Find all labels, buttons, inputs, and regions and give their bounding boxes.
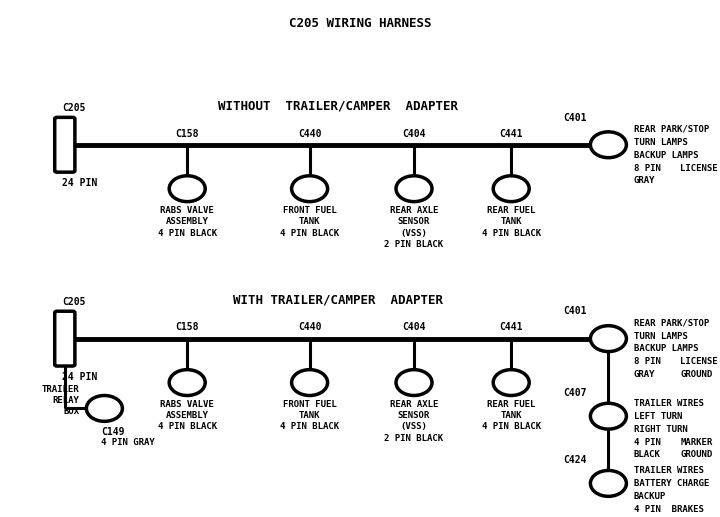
Text: C440: C440 <box>298 129 321 139</box>
Text: C158: C158 <box>176 323 199 332</box>
Text: C407: C407 <box>563 388 587 398</box>
Text: TRAILER WIRES: TRAILER WIRES <box>634 399 703 408</box>
Text: FRONT FUEL: FRONT FUEL <box>283 400 336 408</box>
Circle shape <box>396 370 432 396</box>
Circle shape <box>590 470 626 496</box>
Text: BACKUP LAMPS: BACKUP LAMPS <box>634 150 698 160</box>
Text: BATTERY CHARGE: BATTERY CHARGE <box>634 479 709 488</box>
Text: RABS VALVE: RABS VALVE <box>161 400 214 408</box>
Text: LEFT TURN: LEFT TURN <box>634 412 682 421</box>
Text: GROUND: GROUND <box>680 370 713 379</box>
Text: 4 PIN BLACK: 4 PIN BLACK <box>482 229 541 237</box>
Text: REAR PARK/STOP: REAR PARK/STOP <box>634 125 709 134</box>
Text: TRAILER
RELAY
BOX: TRAILER RELAY BOX <box>42 385 79 416</box>
Text: C441: C441 <box>500 129 523 139</box>
Text: GRAY: GRAY <box>634 370 655 379</box>
Text: ASSEMBLY: ASSEMBLY <box>166 411 209 420</box>
Text: BLACK: BLACK <box>634 450 660 460</box>
Text: C441: C441 <box>500 323 523 332</box>
Text: 2 PIN BLACK: 2 PIN BLACK <box>384 240 444 249</box>
Circle shape <box>169 370 205 396</box>
Text: RABS VALVE: RABS VALVE <box>161 206 214 215</box>
Text: RIGHT TURN: RIGHT TURN <box>634 424 688 434</box>
Circle shape <box>590 326 626 352</box>
Text: SENSOR: SENSOR <box>398 217 430 226</box>
Text: REAR AXLE: REAR AXLE <box>390 400 438 408</box>
Text: REAR FUEL: REAR FUEL <box>487 400 536 408</box>
Text: WITH TRAILER/CAMPER  ADAPTER: WITH TRAILER/CAMPER ADAPTER <box>233 293 444 307</box>
Circle shape <box>292 370 328 396</box>
Text: TANK: TANK <box>299 411 320 420</box>
Text: 24 PIN: 24 PIN <box>62 372 97 382</box>
Text: C404: C404 <box>402 323 426 332</box>
Text: (VSS): (VSS) <box>400 229 428 237</box>
Text: ASSEMBLY: ASSEMBLY <box>166 217 209 226</box>
Text: 8 PIN: 8 PIN <box>634 357 660 367</box>
Text: 4 PIN: 4 PIN <box>634 437 660 447</box>
Text: 4 PIN GRAY: 4 PIN GRAY <box>101 438 155 447</box>
Text: TANK: TANK <box>500 411 522 420</box>
Text: LICENSE LAMPS: LICENSE LAMPS <box>680 163 720 173</box>
Text: REAR FUEL: REAR FUEL <box>487 206 536 215</box>
Circle shape <box>396 176 432 202</box>
Text: 4 PIN  BRAKES: 4 PIN BRAKES <box>634 505 703 514</box>
Circle shape <box>292 176 328 202</box>
FancyBboxPatch shape <box>55 117 75 172</box>
Text: 8 PIN: 8 PIN <box>634 163 660 173</box>
Text: C404: C404 <box>402 129 426 139</box>
Text: C205: C205 <box>62 103 86 113</box>
Text: 4 PIN BLACK: 4 PIN BLACK <box>482 422 541 431</box>
Text: TURN LAMPS: TURN LAMPS <box>634 138 688 147</box>
Text: REAR AXLE: REAR AXLE <box>390 206 438 215</box>
Text: TANK: TANK <box>299 217 320 226</box>
Text: BACKUP: BACKUP <box>634 492 666 501</box>
Text: GRAY: GRAY <box>634 176 655 186</box>
Text: 2 PIN BLACK: 2 PIN BLACK <box>384 434 444 443</box>
Text: C205: C205 <box>62 297 86 307</box>
Text: LICENSE LAMPS: LICENSE LAMPS <box>680 357 720 367</box>
Text: 24 PIN: 24 PIN <box>62 178 97 188</box>
Text: C440: C440 <box>298 323 321 332</box>
Text: C401: C401 <box>563 113 587 123</box>
Text: REAR PARK/STOP: REAR PARK/STOP <box>634 318 709 328</box>
Text: SENSOR: SENSOR <box>398 411 430 420</box>
Text: GROUND: GROUND <box>680 450 713 460</box>
Circle shape <box>169 176 205 202</box>
Circle shape <box>590 403 626 429</box>
Text: 4 PIN BLACK: 4 PIN BLACK <box>280 229 339 237</box>
Text: WITHOUT  TRAILER/CAMPER  ADAPTER: WITHOUT TRAILER/CAMPER ADAPTER <box>218 99 459 113</box>
Text: 4 PIN BLACK: 4 PIN BLACK <box>158 229 217 237</box>
Text: C401: C401 <box>563 307 587 316</box>
FancyBboxPatch shape <box>55 311 75 366</box>
Text: (VSS): (VSS) <box>400 422 428 431</box>
Circle shape <box>493 176 529 202</box>
Text: 4 PIN BLACK: 4 PIN BLACK <box>280 422 339 431</box>
Text: C158: C158 <box>176 129 199 139</box>
Text: 4 PIN BLACK: 4 PIN BLACK <box>158 422 217 431</box>
Text: TANK: TANK <box>500 217 522 226</box>
Circle shape <box>590 132 626 158</box>
Text: TRAILER WIRES: TRAILER WIRES <box>634 466 703 475</box>
Text: C149: C149 <box>101 427 125 436</box>
Text: TURN LAMPS: TURN LAMPS <box>634 331 688 341</box>
Circle shape <box>86 396 122 421</box>
Text: BACKUP LAMPS: BACKUP LAMPS <box>634 344 698 354</box>
Text: FRONT FUEL: FRONT FUEL <box>283 206 336 215</box>
Text: C205 WIRING HARNESS: C205 WIRING HARNESS <box>289 17 431 30</box>
Circle shape <box>493 370 529 396</box>
Text: C424: C424 <box>563 455 587 465</box>
Text: MARKER: MARKER <box>680 437 713 447</box>
